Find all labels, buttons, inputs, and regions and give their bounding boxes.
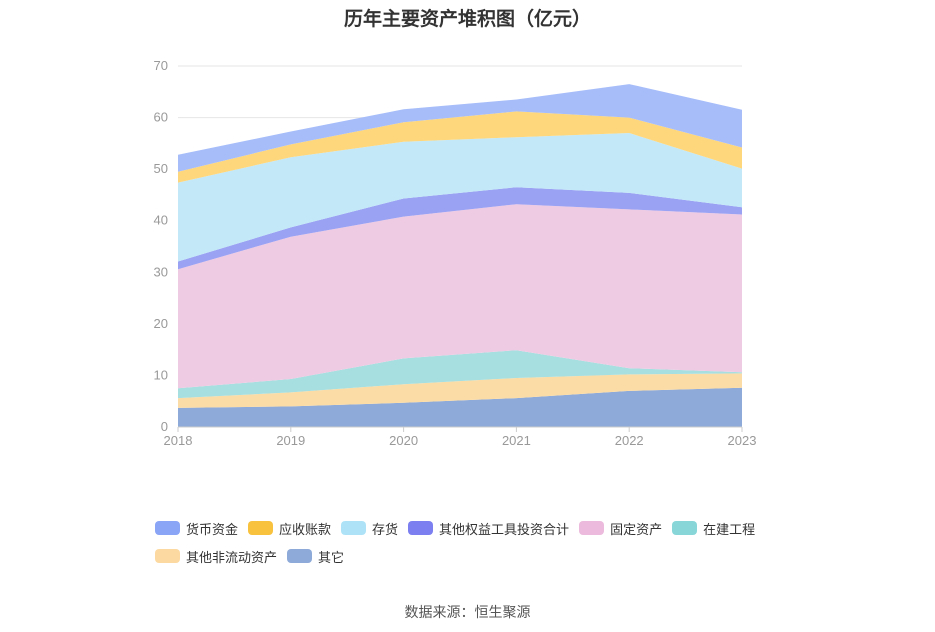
area-series-其他非流动资产 [178, 373, 742, 408]
legend-swatch [579, 521, 605, 535]
legend-swatch [287, 549, 313, 563]
area-series-货币资金 [178, 84, 742, 172]
chart-title: 历年主要资产堆积图（亿元） [343, 9, 591, 30]
legend-swatch [248, 521, 274, 535]
legend-label: 应收账款 [279, 521, 332, 537]
y-tick-label: 70 [154, 58, 168, 73]
legend-label: 其它 [318, 549, 345, 565]
legend: 货币资金 应收账款 存货 其他权益工具投资合计 固定资产 在建工程其他非流动资产 其它 [155, 518, 815, 574]
legend-swatch [155, 521, 180, 535]
y-tick-label: 40 [154, 213, 168, 228]
legend-swatch [155, 549, 180, 563]
area-series-其他权益工具投资合计 [178, 187, 742, 270]
legend-item[interactable]: 存货 [341, 518, 398, 538]
legend-item[interactable]: 其他非流动资产 [155, 546, 277, 566]
y-tick-label: 50 [154, 161, 168, 176]
y-tick-label: 30 [154, 264, 168, 279]
legend-label: 在建工程 [703, 521, 756, 537]
x-tick-label: 2023 [728, 433, 757, 448]
legend-swatch [408, 521, 434, 535]
x-tick-label: 2021 [502, 433, 531, 448]
legend-item[interactable]: 其他权益工具投资合计 [408, 518, 569, 538]
stacked-area-chart: 0 10 20 30 40 50 60 70 2018 2019 2020 2021 2022 2023 [154, 58, 757, 448]
legend-item[interactable]: 其它 [287, 546, 344, 566]
axes: 0 10 20 30 40 50 60 70 2018 2019 2020 2021 2022 2023 [154, 58, 757, 448]
legend-item[interactable]: 在建工程 [672, 518, 755, 538]
area-series [178, 84, 742, 427]
area-series-存货 [178, 133, 742, 262]
legend-label: 货币资金 [186, 521, 239, 537]
area-series-固定资产 [178, 204, 742, 389]
x-tick-label: 2022 [615, 433, 644, 448]
legend-swatch [341, 521, 367, 535]
area-series-其它 [178, 387, 742, 427]
legend-label: 存货 [372, 521, 399, 537]
data-source: 数据来源：恒生聚源 [404, 604, 531, 620]
legend-swatch [672, 521, 698, 535]
y-tick-label: 20 [154, 316, 168, 331]
legend-item[interactable]: 固定资产 [579, 518, 662, 538]
x-tick-label: 2019 [276, 433, 305, 448]
legend-label: 其他权益工具投资合计 [439, 521, 570, 537]
y-tick-label: 10 [154, 367, 168, 382]
x-tick-label: 2018 [164, 433, 193, 448]
legend-item[interactable]: 应收账款 [248, 518, 331, 538]
y-tick-label: 0 [161, 419, 168, 434]
legend-label: 其他非流动资产 [186, 549, 278, 565]
x-tick-label: 2020 [389, 433, 418, 448]
legend-label: 固定资产 [610, 521, 663, 537]
y-tick-label: 60 [154, 110, 168, 125]
legend-item[interactable]: 货币资金 [155, 518, 238, 538]
area-series-应收账款 [178, 111, 742, 183]
area-series-在建工程 [178, 350, 742, 399]
